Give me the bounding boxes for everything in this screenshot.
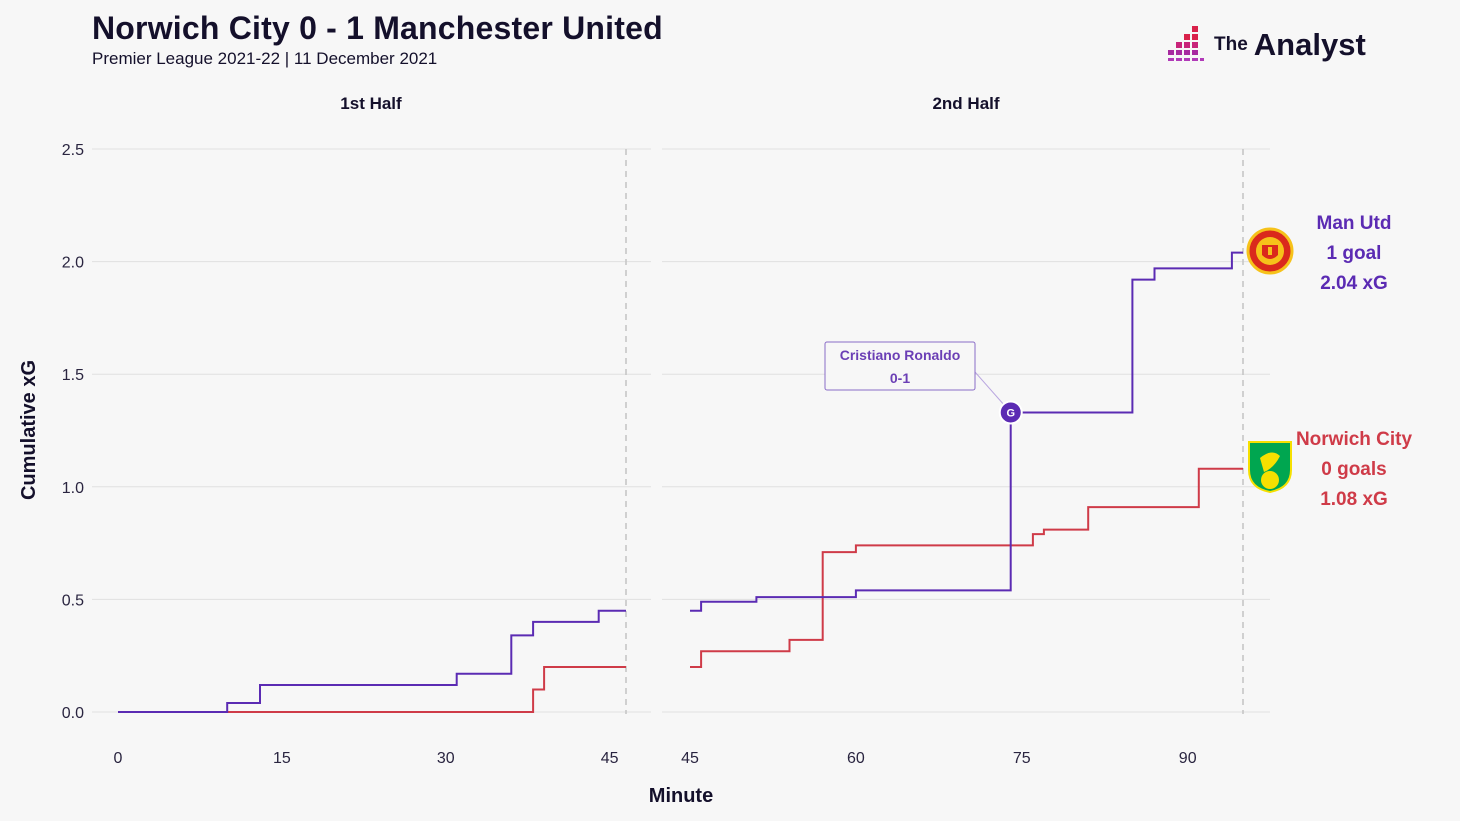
x-tick-label: 45 xyxy=(681,750,699,767)
norwich-crest-icon xyxy=(1248,441,1292,494)
x-tick-label: 75 xyxy=(1013,750,1031,767)
x-tick-label: 15 xyxy=(273,750,291,767)
man_utd-xg-line xyxy=(690,251,1243,612)
man_utd-xg-line xyxy=(118,609,626,713)
y-tick-label: 2.0 xyxy=(62,255,84,272)
chart-title: Norwich City 0 - 1 Manchester United xyxy=(92,10,663,46)
panel-title-first-half: 1st Half xyxy=(340,94,402,113)
x-tick-label: 0 xyxy=(114,750,123,767)
x-tick-label: 30 xyxy=(437,750,455,767)
chart-subtitle: Premier League 2021-22 | 11 December 202… xyxy=(92,49,438,68)
brand-prefix: The xyxy=(1214,34,1248,55)
analyst-logo-icon xyxy=(1168,26,1204,61)
x-tick-label: 90 xyxy=(1179,750,1197,767)
norwich-xg-line xyxy=(690,467,1243,668)
annotation-layer: Cristiano Ronaldo 0-1 G xyxy=(824,341,1023,425)
norwich-goals: 0 goals xyxy=(1321,459,1386,480)
annotation-player: Cristiano Ronaldo xyxy=(840,347,961,363)
header: Norwich City 0 - 1 Manchester United Pre… xyxy=(92,10,663,69)
y-tick-label: 1.5 xyxy=(62,367,84,384)
brand-logo: The Analyst xyxy=(1166,24,1366,66)
norwich-xg: 1.08 xG xyxy=(1320,489,1388,510)
man-utd-xg: 2.04 xG xyxy=(1320,273,1388,294)
man-utd-name: Man Utd xyxy=(1317,213,1392,234)
x-tick-label: 60 xyxy=(847,750,865,767)
y-tick-label: 1.0 xyxy=(62,480,84,497)
y-tick-label: 0.5 xyxy=(62,592,84,609)
man-utd-goals: 1 goal xyxy=(1327,243,1382,264)
series-layer xyxy=(118,251,1243,713)
axis-layer: 0.0 0.5 1.0 1.5 2.0 2.5 0 15 30 45 45 60 75 90 xyxy=(62,142,1197,767)
y-tick-label: 0.0 xyxy=(62,705,84,722)
norwich-xg-line xyxy=(118,666,626,713)
x-axis-label: Minute xyxy=(649,785,713,807)
panel-title-second-half: 2nd Half xyxy=(932,94,999,113)
x-tick-label: 45 xyxy=(601,750,619,767)
y-tick-label: 2.5 xyxy=(62,142,84,159)
man-utd-crest-icon xyxy=(1246,227,1294,275)
goal-marker xyxy=(998,400,1023,425)
annotation-score: 0-1 xyxy=(890,370,910,386)
goal-marker-label: G xyxy=(1006,407,1015,419)
grid-layer xyxy=(92,148,1270,714)
norwich-name: Norwich City xyxy=(1296,429,1413,450)
brand-name: Analyst xyxy=(1253,27,1366,62)
y-axis-label: Cumulative xG xyxy=(18,360,40,500)
annotation-box xyxy=(824,341,976,391)
